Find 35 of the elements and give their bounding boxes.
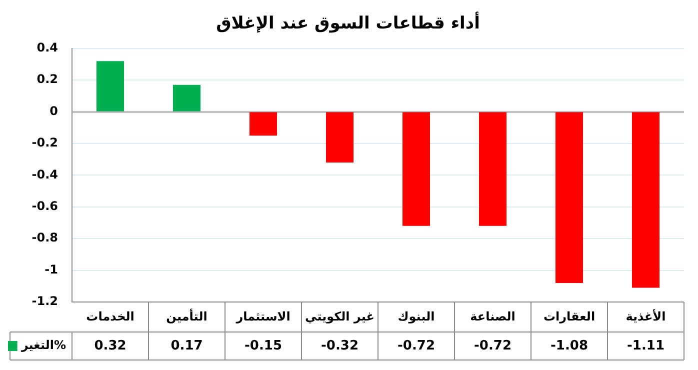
y-tick-label: 0.2	[36, 72, 58, 86]
x-tick-label: الخدمات	[86, 309, 134, 324]
x-tick-label: غير الكويتي	[305, 309, 374, 324]
bar	[96, 61, 124, 112]
y-tick-label: -0.2	[32, 136, 58, 150]
data-label: -1.11	[627, 338, 664, 354]
y-tick-label: 0.4	[36, 40, 58, 55]
data-label: -0.72	[474, 338, 512, 354]
y-tick-label: -0.4	[32, 167, 58, 182]
y-tick-label: -0.6	[32, 199, 58, 214]
x-tick-label: التأمين	[166, 308, 208, 324]
data-label: -0.15	[244, 338, 282, 354]
bar	[478, 112, 507, 226]
bar	[555, 112, 584, 283]
bar	[249, 112, 278, 136]
data-label: -0.32	[321, 338, 358, 354]
legend-label: التغير%	[20, 338, 66, 352]
data-label: 0.32	[94, 338, 126, 354]
bar	[402, 112, 430, 226]
y-tick-label: 0	[50, 104, 58, 118]
x-tick-label: البنوك	[398, 309, 435, 324]
x-tick-label: العقارات	[543, 309, 596, 324]
y-tick-label: -1.2	[32, 294, 58, 308]
data-label: -0.72	[398, 338, 435, 354]
x-tick-label: الأغذية	[626, 308, 666, 324]
data-label: -1.08	[550, 338, 588, 354]
bar	[172, 84, 201, 112]
data-label: 0.17	[170, 338, 203, 354]
bar	[632, 112, 660, 288]
bar	[326, 112, 354, 163]
x-tick-label: الصناعة	[470, 309, 516, 324]
y-tick-label: -1	[44, 262, 58, 276]
x-tick-label: الاستثمار	[235, 309, 290, 324]
y-tick-label: -0.8	[32, 230, 58, 245]
chart-title: أداء قطاعات السوق عند الإغلاق	[216, 12, 480, 34]
